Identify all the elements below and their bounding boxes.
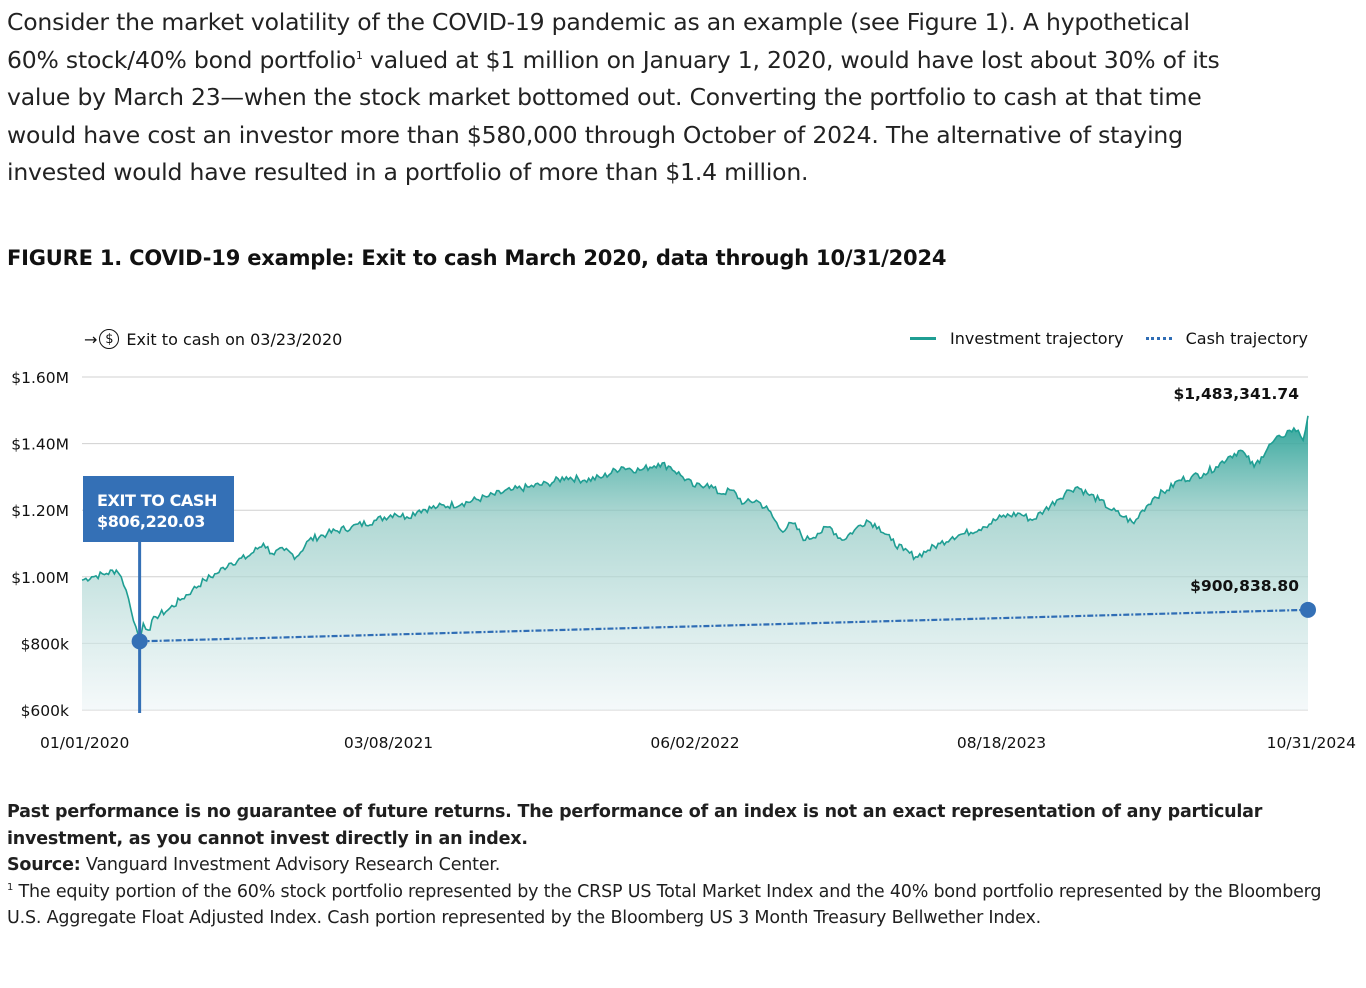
dollar-circle-icon: $ — [99, 329, 120, 349]
x-tick-label: 01/01/2020 — [40, 734, 129, 752]
source-line: Source: Vanguard Investment Advisory Res… — [7, 852, 1357, 879]
exit-point[interactable] — [131, 633, 148, 650]
legend: Investment trajectory Cash trajectory — [910, 329, 1308, 348]
legend-exit-to-cash: → $ Exit to cash on 03/23/2020 — [84, 329, 342, 349]
arrow-right-icon: → — [84, 329, 98, 349]
x-axis: 01/01/2020 03/08/2021 06/02/2022 08/18/2023… — [40, 734, 1356, 752]
y-tick-label: $600k — [21, 702, 69, 720]
footer-notes: Past performance is no guarantee of futu… — [7, 799, 1357, 932]
x-tick-label: 06/02/2022 — [650, 734, 739, 752]
y-tick-label: $1.60M — [11, 369, 69, 387]
x-tick-label: 08/18/2023 — [957, 734, 1046, 752]
callout-value: $806,220.03 — [97, 512, 205, 531]
source-label: Source: — [7, 855, 81, 875]
footnote: 1 The equity portion of the 60% stock po… — [7, 879, 1357, 932]
legend-investment-swatch — [910, 337, 937, 340]
callout-title: EXIT TO CASH — [97, 491, 218, 510]
intro-line-2b: valued at $1 million on January 1, 2020,… — [362, 45, 1220, 74]
intro-line-4: would have cost an investor more than $5… — [7, 120, 1183, 149]
y-tick-label: $1.00M — [11, 569, 69, 587]
x-tick-label: 10/31/2024 — [1267, 734, 1356, 752]
y-tick-label: $1.20M — [11, 502, 69, 520]
footnote-number: 1 — [7, 881, 14, 893]
intro-line-1: Consider the market volatility of the CO… — [7, 8, 1190, 36]
cash-end-label: $900,838.80 — [1190, 577, 1299, 595]
y-tick-label: $800k — [21, 635, 69, 653]
figure-title: FIGURE 1. COVID-19 example: Exit to cash… — [7, 246, 947, 270]
x-tick-label: 03/08/2021 — [344, 734, 433, 752]
cash-line — [139, 608, 1309, 643]
y-axis: $600k $800k $1.00M $1.20M $1.40M $1.60M — [11, 369, 69, 720]
exit-to-cash-callout: EXIT TO CASH $806,220.03 — [83, 476, 234, 542]
investment-area — [82, 415, 1308, 710]
footnote-text: The equity portion of the 60% stock port… — [7, 881, 1322, 929]
legend-cash-swatch — [1145, 337, 1172, 340]
intro-paragraph: Consider the market volatility of the CO… — [7, 4, 1352, 192]
investment-end-label: $1,483,341.74 — [1173, 385, 1299, 403]
intro-line-5: invested would have resulted in a portfo… — [7, 158, 809, 186]
legend-exit-label: Exit to cash on 03/23/2020 — [126, 329, 343, 349]
chart: $600k $800k $1.00M $1.20M $1.40M $1.60M 01/01… — [11, 369, 1356, 752]
intro-line-2a: 60% stock/40% bond portfolio — [7, 45, 356, 74]
legend-cash-label: Cash trajectory — [1185, 329, 1308, 348]
y-tick-label: $1.40M — [11, 436, 69, 454]
footnote-ref: 1 — [355, 48, 363, 62]
source-text: Vanguard Investment Advisory Research Ce… — [80, 855, 501, 875]
cash-end-point[interactable] — [1300, 601, 1316, 618]
intro-line-3: value by March 23—when the stock market … — [7, 83, 1202, 111]
disclaimer: Past performance is no guarantee of futu… — [7, 802, 1263, 849]
legend-investment-label: Investment trajectory — [950, 329, 1124, 348]
investment-line — [81, 415, 1309, 642]
